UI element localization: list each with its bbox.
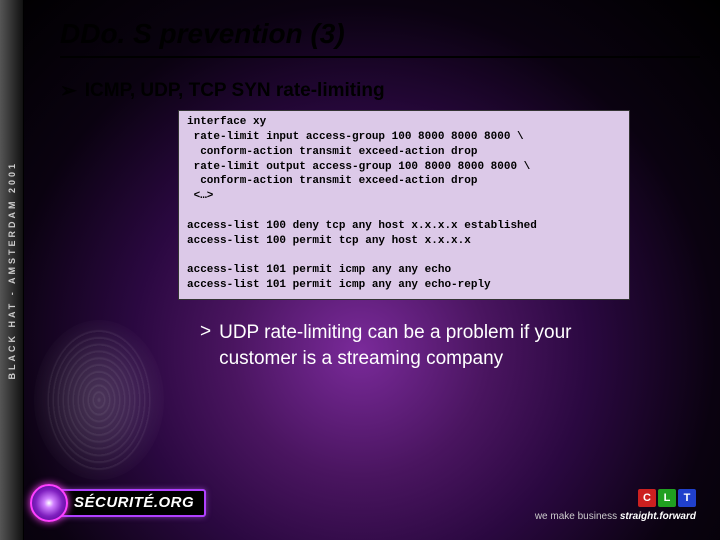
tagline-prefix: we make business [535,511,620,522]
footer-right: CLT we make business straight.forward [535,489,696,522]
title-underline [60,56,700,58]
logo-text: SÉCURITÉ.ORG [74,494,194,511]
logo-ring-icon [30,484,68,522]
sidebar-label: BLACK HAT - AMSTERDAM 2001 [7,161,17,380]
sidebar: BLACK HAT - AMSTERDAM 2001 [0,0,24,540]
tagline: we make business straight.forward [535,511,696,522]
logo-securite: SÉCURITÉ.ORG [30,484,206,522]
bullet-text: ICMP, UDP, TCP SYN rate-limiting [85,80,385,102]
clt-box: L [658,489,676,507]
clt-boxes: CLT [535,489,696,507]
code-block: interface xy rate-limit input access-gro… [178,110,630,300]
bullet-arrow-icon: ➢ [60,78,77,103]
clt-box: C [638,489,656,507]
slide-title: DDo. S prevention (3) [60,18,345,50]
bullet-row: ➢ ICMP, UDP, TCP SYN rate-limiting [60,78,385,103]
tagline-emph: straight.forward [620,511,696,522]
note-arrow-icon: > [200,320,211,345]
clt-box: T [678,489,696,507]
note-row: > UDP rate-limiting can be a problem if … [200,320,640,371]
note-text: UDP rate-limiting can be a problem if yo… [219,320,640,371]
logo-text-box: SÉCURITÉ.ORG [58,489,206,517]
fingerprint-graphic [34,320,164,480]
